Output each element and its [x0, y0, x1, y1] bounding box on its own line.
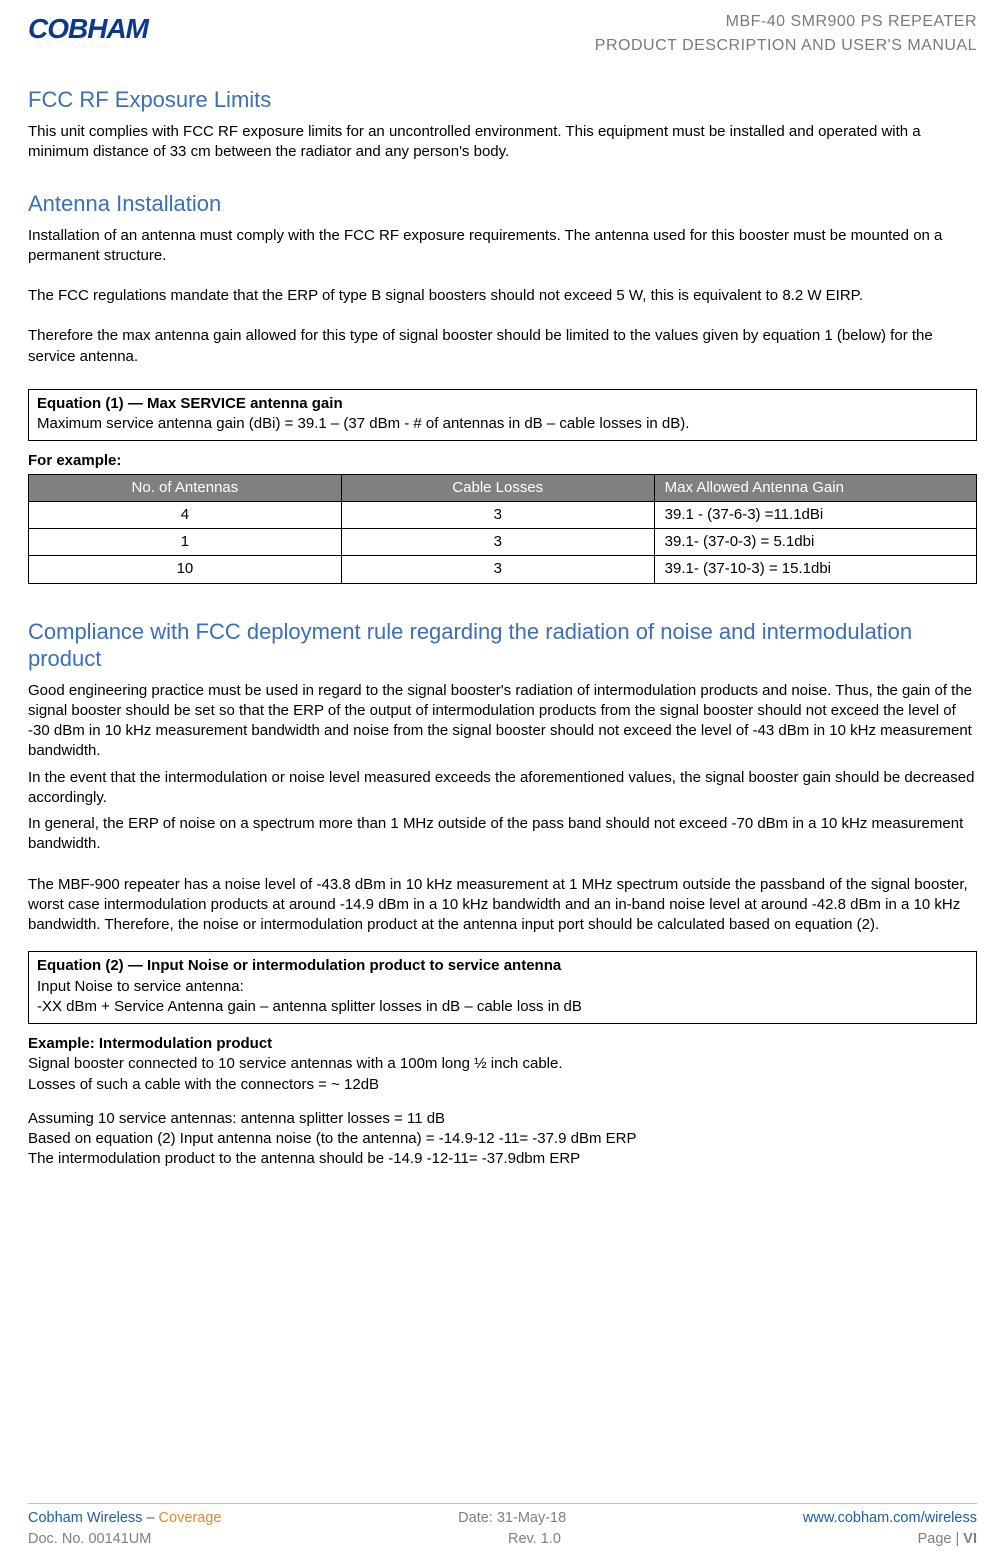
table-row: 1 3 39.1- (37-0-3) = 5.1dbi [29, 529, 977, 556]
equation-1-body: Maximum service antenna gain (dBi) = 39.… [37, 414, 968, 434]
equation-1-box: Equation (1) — Max SERVICE antenna gain … [28, 389, 977, 442]
cell-antennas: 1 [29, 529, 342, 556]
example-label: For example: [28, 451, 977, 471]
table-row: 4 3 39.1 - (37-6-3) =11.1dBi [29, 501, 977, 528]
equation-2-box: Equation (2) — Input Noise or intermodul… [28, 951, 977, 1024]
cell-antennas: 10 [29, 556, 342, 583]
compliance-p4: The MBF-900 repeater has a noise level o… [28, 875, 977, 936]
cell-losses: 3 [341, 529, 654, 556]
th-cable-losses: Cable Losses [341, 474, 654, 501]
footer-rev-value: 1.0 [541, 1531, 561, 1547]
footer-url: www.cobham.com/wireless [803, 1508, 977, 1530]
page-header: COBHAM MBF-40 SMR900 PS REPEATER PRODUCT… [28, 10, 977, 58]
example2-l2: Losses of such a cable with the connecto… [28, 1075, 977, 1095]
table-row: 10 3 39.1- (37-10-3) = 15.1dbi [29, 556, 977, 583]
antenna-install-p3: Therefore the max antenna gain allowed f… [28, 326, 977, 367]
product-subtitle: PRODUCT DESCRIPTION AND USER'S MANUAL [595, 34, 977, 58]
footer-rev-label: Rev. [508, 1531, 541, 1547]
antenna-install-p2: The FCC regulations mandate that the ERP… [28, 286, 977, 306]
page-footer: Cobham Wireless – Coverage Date: 31-May-… [28, 1503, 977, 1552]
compliance-p3: In general, the ERP of noise on a spectr… [28, 814, 977, 855]
example2-l4: Based on equation (2) Input antenna nois… [28, 1129, 977, 1149]
heading-fcc-limits: FCC RF Exposure Limits [28, 86, 977, 114]
footer-date-value: 31-May-18 [497, 1510, 566, 1526]
footer-page-prefix: Page | [918, 1531, 964, 1547]
footer-sep: – [142, 1510, 158, 1526]
footer-brand: Cobham Wireless – Coverage [28, 1508, 221, 1530]
heading-compliance: Compliance with FCC deployment rule rega… [28, 618, 977, 673]
compliance-p1: Good engineering practice must be used i… [28, 681, 977, 762]
example2-l3: Assuming 10 service antennas: antenna sp… [28, 1109, 977, 1129]
footer-brand-b: Coverage [159, 1510, 222, 1526]
compliance-p2: In the event that the intermodulation or… [28, 768, 977, 809]
footer-page-value: VI [963, 1531, 977, 1547]
footer-doc: Doc. No. 00141UM [28, 1529, 151, 1551]
antenna-gain-table: No. of Antennas Cable Losses Max Allowed… [28, 474, 977, 584]
footer-rev: Rev. 1.0 [508, 1529, 561, 1551]
antenna-install-p1: Installation of an antenna must comply w… [28, 226, 977, 267]
footer-url-text: www.cobham.com/wireless [803, 1510, 977, 1526]
cell-gain: 39.1- (37-0-3) = 5.1dbi [654, 529, 976, 556]
product-name: MBF-40 SMR900 PS REPEATER [595, 10, 977, 34]
cell-losses: 3 [341, 556, 654, 583]
equation-1-title: Equation (1) — Max SERVICE antenna gain [37, 394, 968, 414]
cell-antennas: 4 [29, 501, 342, 528]
cell-losses: 3 [341, 501, 654, 528]
footer-row-1: Cobham Wireless – Coverage Date: 31-May-… [28, 1508, 977, 1530]
example2-l1: Signal booster connected to 10 service a… [28, 1054, 977, 1074]
header-right-block: MBF-40 SMR900 PS REPEATER PRODUCT DESCRI… [595, 10, 977, 58]
example2-l5: The intermodulation product to the anten… [28, 1149, 977, 1169]
footer-date-label: Date: [458, 1510, 497, 1526]
equation-2-title: Equation (2) — Input Noise or intermodul… [37, 956, 968, 976]
th-max-gain: Max Allowed Antenna Gain [654, 474, 976, 501]
footer-page: Page | VI [918, 1529, 977, 1551]
heading-antenna-install: Antenna Installation [28, 190, 977, 218]
example2-title: Example: Intermodulation product [28, 1034, 977, 1054]
footer-doc-label: Doc. No. [28, 1531, 88, 1547]
cell-gain: 39.1- (37-10-3) = 15.1dbi [654, 556, 976, 583]
cell-gain: 39.1 - (37-6-3) =11.1dBi [654, 501, 976, 528]
footer-doc-value: 00141UM [88, 1531, 151, 1547]
equation-2-line1: Input Noise to service antenna: [37, 977, 968, 997]
table-header-row: No. of Antennas Cable Losses Max Allowed… [29, 474, 977, 501]
footer-brand-a: Cobham Wireless [28, 1510, 142, 1526]
footer-date: Date: 31-May-18 [458, 1508, 566, 1530]
footer-row-2: Doc. No. 00141UM Rev. 1.0 Page | VI [28, 1529, 977, 1551]
brand-logo: COBHAM [28, 10, 148, 48]
equation-2-line2: -XX dBm + Service Antenna gain – antenna… [37, 997, 968, 1017]
th-antennas: No. of Antennas [29, 474, 342, 501]
fcc-limits-body: This unit complies with FCC RF exposure … [28, 122, 977, 163]
footer-divider [28, 1503, 977, 1504]
